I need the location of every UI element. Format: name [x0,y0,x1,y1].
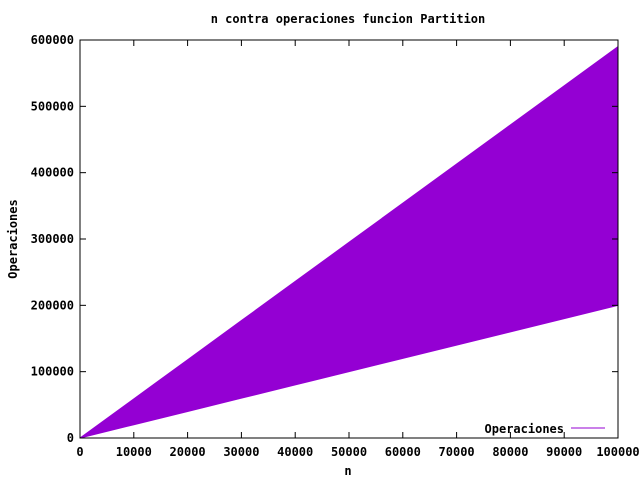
y-tick-label: 200000 [31,298,74,312]
y-tick-label: 300000 [31,232,74,246]
legend: Operaciones [485,422,605,436]
x-axis: 0 10000 20000 30000 40000 50000 60000 70000 8000… [76,40,640,459]
series-band-operaciones [79,45,619,439]
y-tick-label: 600000 [31,33,74,47]
x-tick-label: 60000 [385,445,421,459]
y-axis: 0 100000 200000 300000 400000 500000 600000 [31,33,618,445]
y-tick-label: 500000 [31,99,74,113]
x-axis-label: n [344,464,351,478]
plot-frame [79,39,619,439]
y-tick-label: 100000 [31,365,74,379]
x-tick-label: 50000 [331,445,367,459]
x-tick-label: 90000 [546,445,582,459]
legend-label: Operaciones [485,422,564,436]
y-tick-label: 0 [67,431,74,445]
x-tick-label: 30000 [223,445,259,459]
x-tick-label: 0 [76,445,83,459]
y-tick-label: 400000 [31,166,74,180]
chart-title: n contra operaciones funcion Partition [211,12,486,26]
x-tick-label: 100000 [596,445,639,459]
x-tick-label: 70000 [439,445,475,459]
x-tick-label: 10000 [116,445,152,459]
x-tick-label: 40000 [277,445,313,459]
plot-area [79,45,619,439]
y-axis-label: Operaciones [6,199,20,278]
x-tick-label: 80000 [492,445,528,459]
x-tick-label: 20000 [170,445,206,459]
